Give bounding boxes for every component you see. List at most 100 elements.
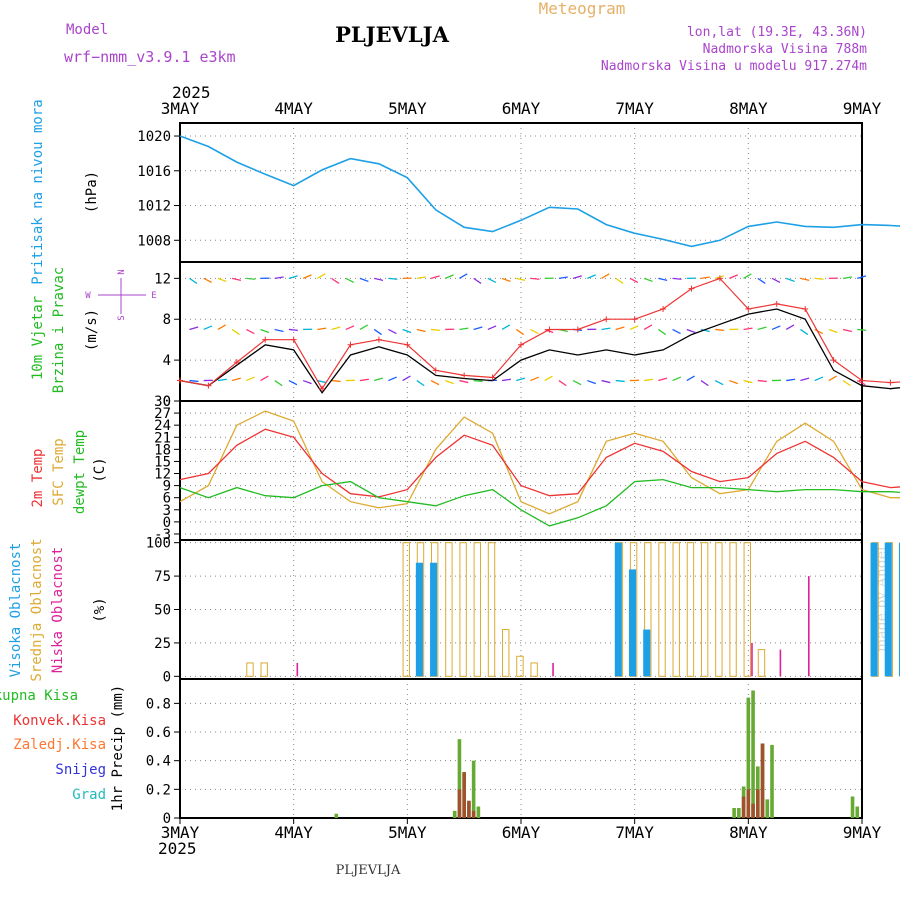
precip-total-bar bbox=[746, 697, 751, 818]
wind-arrow bbox=[246, 376, 255, 382]
wind-ylabel-1: 10m Vjetar bbox=[30, 296, 46, 380]
wind-arrow bbox=[800, 277, 810, 281]
pressure-panel: 1008 1012 1016 1020 bbox=[137, 122, 900, 263]
wind-arrow bbox=[771, 277, 781, 284]
wind-arrow bbox=[430, 379, 440, 386]
wind-arrow bbox=[857, 275, 867, 279]
wind-arrow bbox=[444, 274, 454, 279]
cloud-high-bar bbox=[884, 542, 892, 677]
cloud-mid-bar bbox=[459, 542, 467, 677]
wind-arrow bbox=[558, 276, 568, 279]
wind-arrow bbox=[487, 277, 497, 284]
pressure-ylabel: Pritisak na nivou mora bbox=[30, 99, 46, 284]
wind-arrow bbox=[231, 377, 241, 382]
bottom-day-label: 8MAY bbox=[729, 823, 768, 842]
precip-label-hail: Grad bbox=[72, 787, 106, 803]
wind-gust-marker bbox=[830, 357, 837, 364]
wind-arrow bbox=[217, 324, 227, 331]
compass-east: E bbox=[151, 291, 156, 301]
cloud-ytick-label: 100 bbox=[146, 536, 171, 552]
precip-frame bbox=[179, 678, 863, 819]
cloud-mid-bar bbox=[715, 542, 723, 677]
wind-arrow bbox=[615, 277, 624, 284]
wind-arrow bbox=[729, 379, 739, 385]
precip-total-bar bbox=[737, 807, 741, 818]
wind-arrow bbox=[459, 273, 468, 279]
wind-arrow bbox=[345, 277, 355, 284]
wind-gust-marker bbox=[887, 379, 894, 386]
wind-arrow bbox=[487, 325, 497, 331]
wind-gust-marker bbox=[688, 285, 695, 292]
top-day-label: 8MAY bbox=[729, 99, 768, 118]
cloud-mid-bar bbox=[530, 662, 538, 677]
cloud-high-bar bbox=[430, 562, 438, 677]
cloud-high-bar bbox=[628, 569, 637, 677]
precip-panel: 0 0.2 0.4 0.6 0.8 bbox=[146, 678, 863, 827]
wind-arrow bbox=[189, 326, 199, 331]
wind-arrow bbox=[231, 328, 240, 336]
wind-arrow bbox=[686, 328, 696, 334]
wind-gust-marker bbox=[631, 316, 638, 323]
wind-arrow bbox=[388, 277, 398, 280]
wind-arrow bbox=[359, 324, 369, 331]
top-day-label: 9MAY bbox=[843, 99, 882, 118]
wind-arrow bbox=[430, 328, 441, 332]
wind-gust-marker bbox=[290, 336, 297, 343]
pressure-ytick-label: 1012 bbox=[137, 199, 171, 215]
temp-sfc-line bbox=[179, 410, 900, 515]
wind-arrow bbox=[587, 379, 596, 385]
wind-arrow bbox=[714, 379, 724, 386]
wind-arrow bbox=[587, 274, 596, 279]
precip-total-bar bbox=[471, 760, 476, 818]
wind-arrow bbox=[530, 376, 540, 382]
wind-arrow bbox=[444, 379, 454, 385]
wind-arrow bbox=[189, 379, 199, 383]
wind-arrow bbox=[345, 325, 355, 331]
cloud-mid-bar bbox=[516, 655, 524, 677]
wind-arrow bbox=[530, 277, 540, 280]
top-day-label: 6MAY bbox=[502, 99, 541, 118]
wind-arrow bbox=[402, 328, 412, 334]
cloud-mid-bar bbox=[246, 662, 254, 677]
precip-conv-bar bbox=[467, 800, 471, 818]
wind-arrow bbox=[288, 275, 298, 279]
precip-total-bar bbox=[732, 807, 736, 818]
compass-west: W bbox=[85, 291, 91, 301]
bottom-day-label: 3MAY bbox=[161, 823, 200, 842]
wind-arrow bbox=[189, 277, 198, 284]
temp-ytick-label: 3 bbox=[163, 503, 171, 519]
temp-ytick-label: 18 bbox=[154, 442, 171, 458]
cloud-low-bar bbox=[779, 649, 782, 677]
wind-arrow bbox=[572, 379, 582, 386]
precip-total-bar bbox=[770, 744, 774, 818]
wind-arrow bbox=[373, 328, 382, 336]
pressure-unit: (hPa) bbox=[84, 171, 100, 213]
precip-ylabel: 1hr Precip (mm) bbox=[110, 685, 126, 811]
wind-arrow bbox=[388, 376, 397, 382]
wind-gust-marker bbox=[262, 336, 269, 343]
wind-arrow bbox=[558, 380, 567, 387]
wind-arrow bbox=[331, 379, 341, 383]
wind-gust-marker bbox=[745, 306, 752, 313]
wind-arrow bbox=[615, 326, 625, 331]
wind-arrow bbox=[274, 328, 284, 333]
wind-arrow bbox=[842, 328, 852, 333]
temp-ytick-label: 9 bbox=[163, 479, 171, 495]
wind-arrow bbox=[430, 275, 440, 279]
cloud-mid-bar bbox=[658, 542, 666, 677]
top-day-label: 5MAY bbox=[388, 99, 427, 118]
cloud-low-bar bbox=[751, 642, 753, 677]
wind-arrow bbox=[601, 273, 610, 279]
precip-conv-bar bbox=[756, 789, 760, 818]
temp-label-dew: dewpt Temp bbox=[72, 430, 88, 514]
wind-arrow bbox=[274, 276, 284, 279]
wind-arrow bbox=[700, 380, 709, 387]
wind-arrow bbox=[800, 328, 809, 336]
temp-ytick-label: 24 bbox=[154, 418, 171, 434]
temp-ytick-label: 0 bbox=[163, 515, 171, 531]
cloud-ytick-label: 75 bbox=[154, 569, 171, 585]
temp-ytick-label: 27 bbox=[154, 406, 171, 422]
top-day-label: 4MAY bbox=[274, 99, 313, 118]
wind-gust-marker bbox=[518, 341, 524, 348]
wind-arrow bbox=[302, 274, 312, 279]
